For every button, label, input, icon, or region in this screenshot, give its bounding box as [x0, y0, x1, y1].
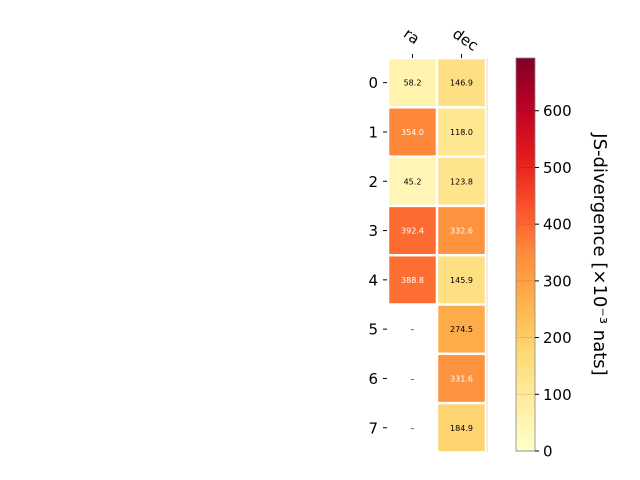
cell-value-label: 392.4 [401, 227, 424, 236]
heatmap-cell [438, 108, 485, 156]
colorbar-gradient [515, 57, 536, 452]
y-tick-label: 5 [368, 321, 378, 339]
heatmap-cell [438, 404, 485, 452]
heatmap-cell [389, 207, 436, 254]
heatmap-cell [389, 59, 436, 107]
colorbar: 0 100 200 300 400 500 600 JS-divergence [×10⁻³ … [515, 57, 610, 461]
y-tick-label: 7 [368, 419, 378, 437]
colorbar-tick-label: 400 [543, 216, 572, 234]
heatmap-cell [438, 355, 485, 402]
colorbar-tick-label: 500 [543, 159, 572, 177]
cell-value-label: 145.9 [450, 276, 473, 285]
cell-value-label: 354.0 [401, 128, 424, 137]
heatmap-cell [438, 157, 485, 205]
y-tick-label: 6 [368, 370, 378, 388]
colorbar-tick-label: 200 [543, 329, 572, 347]
heatmap-cell [438, 59, 485, 107]
heatmap-cell [389, 404, 436, 452]
cell-value-label: 146.9 [450, 79, 473, 88]
colorbar-label: JS-divergence [×10⁻³ nats] [589, 132, 610, 375]
y-tick-label: 2 [368, 173, 378, 191]
heatmap-cell [389, 305, 436, 353]
colorbar-tick-label: 0 [543, 443, 553, 461]
cell-value-label: 118.0 [450, 128, 473, 137]
colorbar-tick-label: 600 [543, 102, 572, 120]
cell-value-label: – [411, 325, 415, 334]
y-tick-label: 3 [368, 222, 378, 240]
y-tick-label: 4 [368, 271, 378, 289]
heatmap-cell [389, 108, 436, 156]
cell-value-label: – [411, 424, 415, 433]
heatmap-cell [438, 256, 485, 304]
cell-value-label: 388.8 [401, 276, 424, 285]
y-tick-label: 0 [368, 74, 378, 92]
heatmap-cell [438, 207, 485, 254]
x-tick-label: dec [449, 25, 481, 55]
heatmap-cell [389, 355, 436, 402]
cell-value-label: 331.6 [450, 374, 473, 383]
x-tick-label: ra [400, 25, 423, 49]
heatmap-plot: ra dec 0 1 2 3 4 5 6 7 58.2 146.9 354.0 118.0 45.2 123.… [368, 25, 488, 453]
cell-value-label: 274.5 [450, 325, 473, 334]
heatmap-cell [389, 256, 436, 304]
y-tick-label: 1 [368, 123, 378, 141]
cell-value-label: – [411, 374, 415, 383]
heatmap-cell [438, 305, 485, 353]
cell-value-label: 332.6 [450, 227, 473, 236]
colorbar-tick-label: 100 [543, 386, 572, 404]
cell-value-label: 45.2 [404, 177, 422, 186]
cell-value-label: 123.8 [450, 177, 473, 186]
cell-value-label: 184.9 [450, 424, 473, 433]
cell-value-label: 58.2 [404, 79, 422, 88]
colorbar-tick-label: 300 [543, 272, 572, 290]
heatmap-cell [389, 157, 436, 205]
